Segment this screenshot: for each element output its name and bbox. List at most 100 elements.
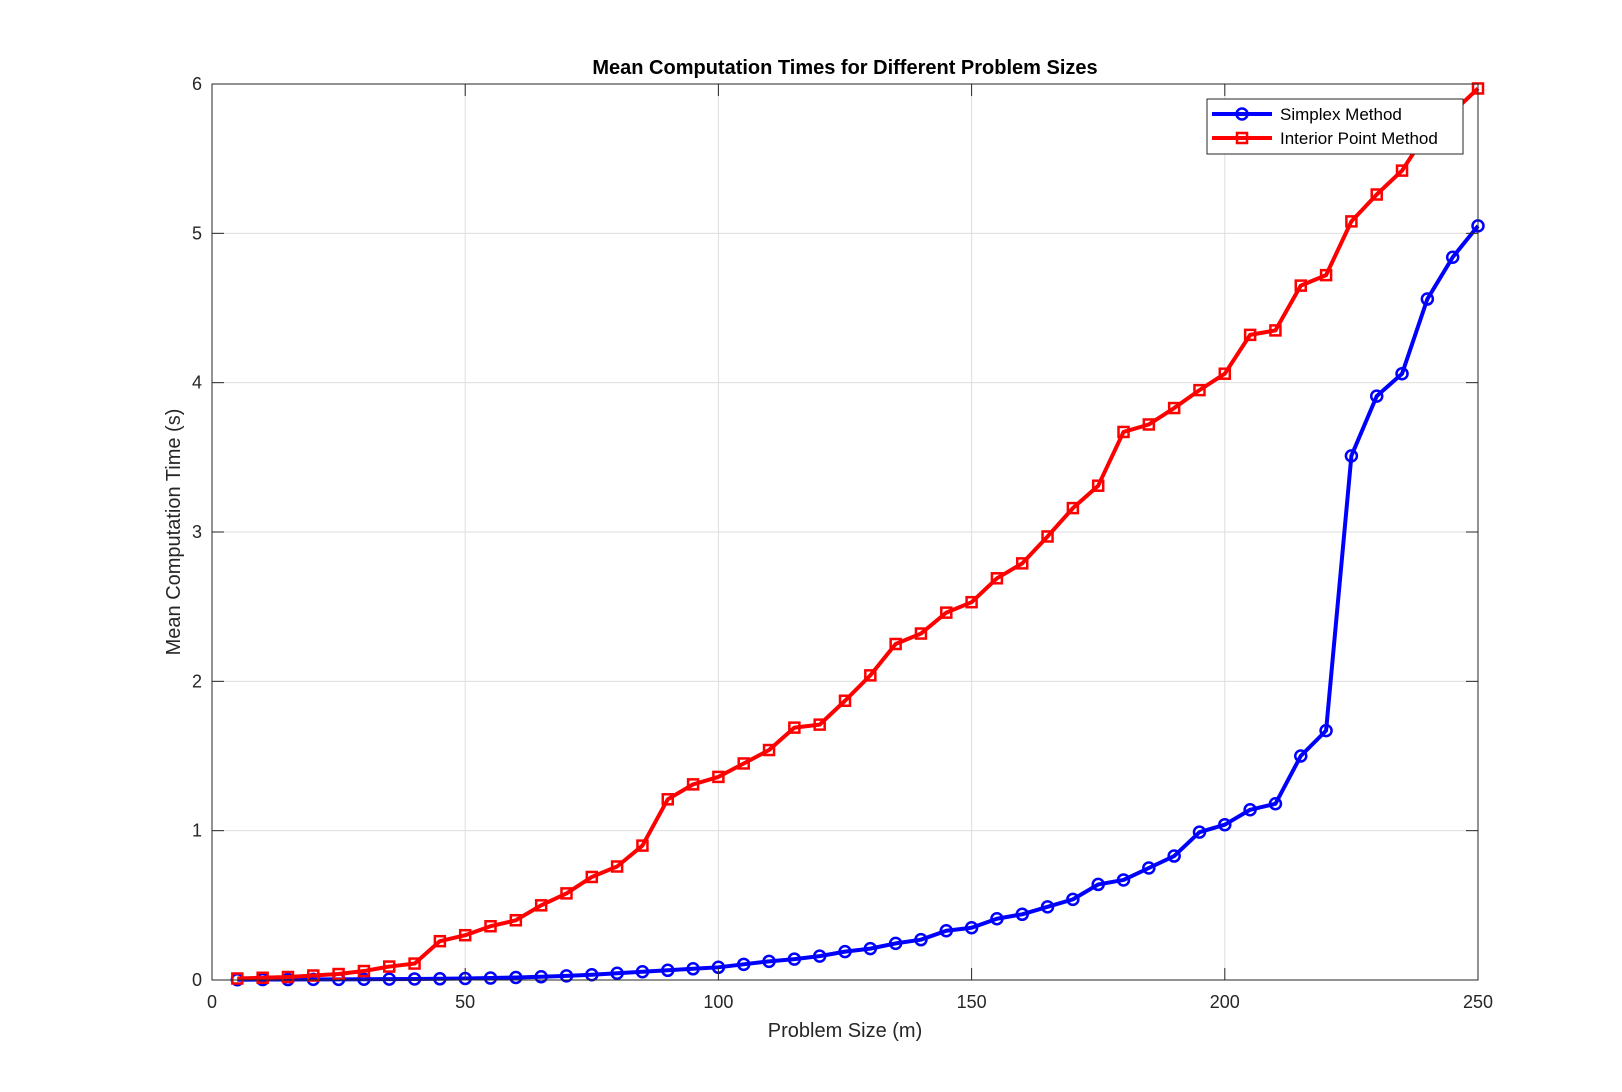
data-point bbox=[1345, 215, 1358, 228]
data-point bbox=[914, 627, 928, 640]
data-point bbox=[1167, 401, 1181, 415]
data-point bbox=[1116, 873, 1131, 887]
data-point bbox=[635, 965, 650, 979]
data-point bbox=[1192, 825, 1207, 839]
data-point bbox=[661, 793, 675, 806]
data-point bbox=[1243, 803, 1257, 817]
y-axis-label: Mean Computation Time (s) bbox=[163, 409, 185, 656]
data-point bbox=[939, 923, 954, 938]
data-point bbox=[357, 972, 371, 987]
plot-area bbox=[211, 82, 1485, 987]
data-point bbox=[914, 932, 928, 947]
data-point bbox=[1370, 188, 1383, 201]
series-simplex-method bbox=[230, 219, 1485, 987]
data-point bbox=[1268, 797, 1283, 811]
data-point bbox=[509, 914, 523, 927]
data-point bbox=[1344, 449, 1359, 463]
data-point bbox=[1193, 383, 1206, 397]
data-point bbox=[712, 770, 725, 784]
data-point bbox=[838, 694, 852, 707]
data-point bbox=[585, 870, 599, 884]
data-point bbox=[560, 887, 573, 900]
data-point bbox=[686, 778, 700, 791]
data-point bbox=[1218, 367, 1232, 380]
legend-marker-circle-icon bbox=[1235, 107, 1249, 121]
y-tick-label: 2 bbox=[192, 671, 202, 691]
data-point bbox=[965, 595, 978, 609]
data-point bbox=[1091, 479, 1105, 492]
data-point bbox=[1369, 389, 1384, 403]
y-tick-label: 6 bbox=[192, 74, 202, 94]
legend: Simplex Method Interior Point Method bbox=[1206, 98, 1464, 155]
data-point bbox=[1142, 418, 1156, 431]
x-tick-label: 250 bbox=[1463, 992, 1493, 1012]
data-point bbox=[863, 941, 878, 956]
legend-entry-simplex: Simplex Method bbox=[1212, 105, 1402, 124]
data-point bbox=[357, 964, 371, 978]
data-point bbox=[1117, 425, 1130, 439]
x-tick-label: 200 bbox=[1210, 992, 1240, 1012]
x-axis-label: Problem Size (m) bbox=[768, 1020, 922, 1042]
data-point bbox=[990, 912, 1004, 926]
data-point bbox=[610, 860, 624, 873]
y-tick-label: 5 bbox=[192, 223, 202, 243]
y-tick-label: 0 bbox=[192, 970, 202, 990]
ticks bbox=[211, 83, 1479, 981]
data-point bbox=[534, 969, 548, 984]
data-point bbox=[838, 944, 852, 959]
data-point bbox=[1294, 749, 1308, 763]
data-point bbox=[762, 954, 776, 969]
data-point bbox=[559, 969, 574, 983]
x-tick-label: 50 bbox=[455, 992, 475, 1012]
legend-label-interior-point: Interior Point Method bbox=[1280, 129, 1438, 148]
data-point bbox=[686, 962, 700, 976]
data-point bbox=[1040, 900, 1055, 914]
data-point bbox=[408, 957, 421, 970]
data-point bbox=[281, 970, 295, 984]
y-tick-label: 3 bbox=[192, 522, 202, 542]
data-point bbox=[433, 934, 447, 948]
x-tick-label: 100 bbox=[703, 992, 733, 1012]
chart-title: Mean Computation Times for Different Pro… bbox=[592, 57, 1097, 79]
data-point bbox=[1015, 557, 1029, 570]
data-point bbox=[787, 952, 802, 966]
data-point bbox=[231, 972, 244, 985]
data-point bbox=[483, 971, 498, 985]
data-point bbox=[889, 637, 902, 651]
data-point bbox=[1420, 292, 1435, 306]
data-point bbox=[1319, 268, 1333, 282]
data-point bbox=[636, 839, 649, 852]
data-point bbox=[382, 960, 396, 973]
data-point bbox=[1445, 250, 1460, 264]
data-point bbox=[1167, 849, 1181, 863]
data-point bbox=[610, 966, 624, 981]
data-point bbox=[737, 757, 750, 770]
legend-box bbox=[1206, 98, 1464, 155]
data-point bbox=[990, 572, 1004, 585]
data-point bbox=[509, 970, 523, 985]
data-point bbox=[661, 963, 675, 978]
data-point bbox=[762, 743, 776, 757]
y-axis-tick-labels: 0 1 2 3 4 5 6 bbox=[192, 74, 202, 990]
data-point bbox=[1066, 501, 1080, 515]
x-tick-label: 0 bbox=[207, 992, 217, 1012]
data-point bbox=[484, 919, 497, 933]
data-point bbox=[382, 972, 396, 986]
data-point bbox=[458, 928, 472, 942]
data-point bbox=[332, 967, 345, 981]
data-point bbox=[1243, 328, 1257, 342]
data-point bbox=[940, 606, 953, 619]
data-point bbox=[813, 718, 826, 731]
data-point bbox=[1015, 907, 1029, 922]
data-point bbox=[1395, 366, 1409, 381]
data-point bbox=[964, 920, 979, 935]
y-tick-label: 4 bbox=[192, 373, 202, 393]
data-point bbox=[1091, 877, 1105, 892]
y-tick-label: 1 bbox=[192, 821, 202, 841]
legend-entry-interior-point: Interior Point Method bbox=[1212, 129, 1438, 148]
data-point bbox=[534, 899, 548, 912]
x-axis-tick-labels: 0 50 100 150 200 250 bbox=[207, 992, 1493, 1012]
data-point bbox=[407, 972, 422, 986]
data-point bbox=[1066, 892, 1080, 907]
